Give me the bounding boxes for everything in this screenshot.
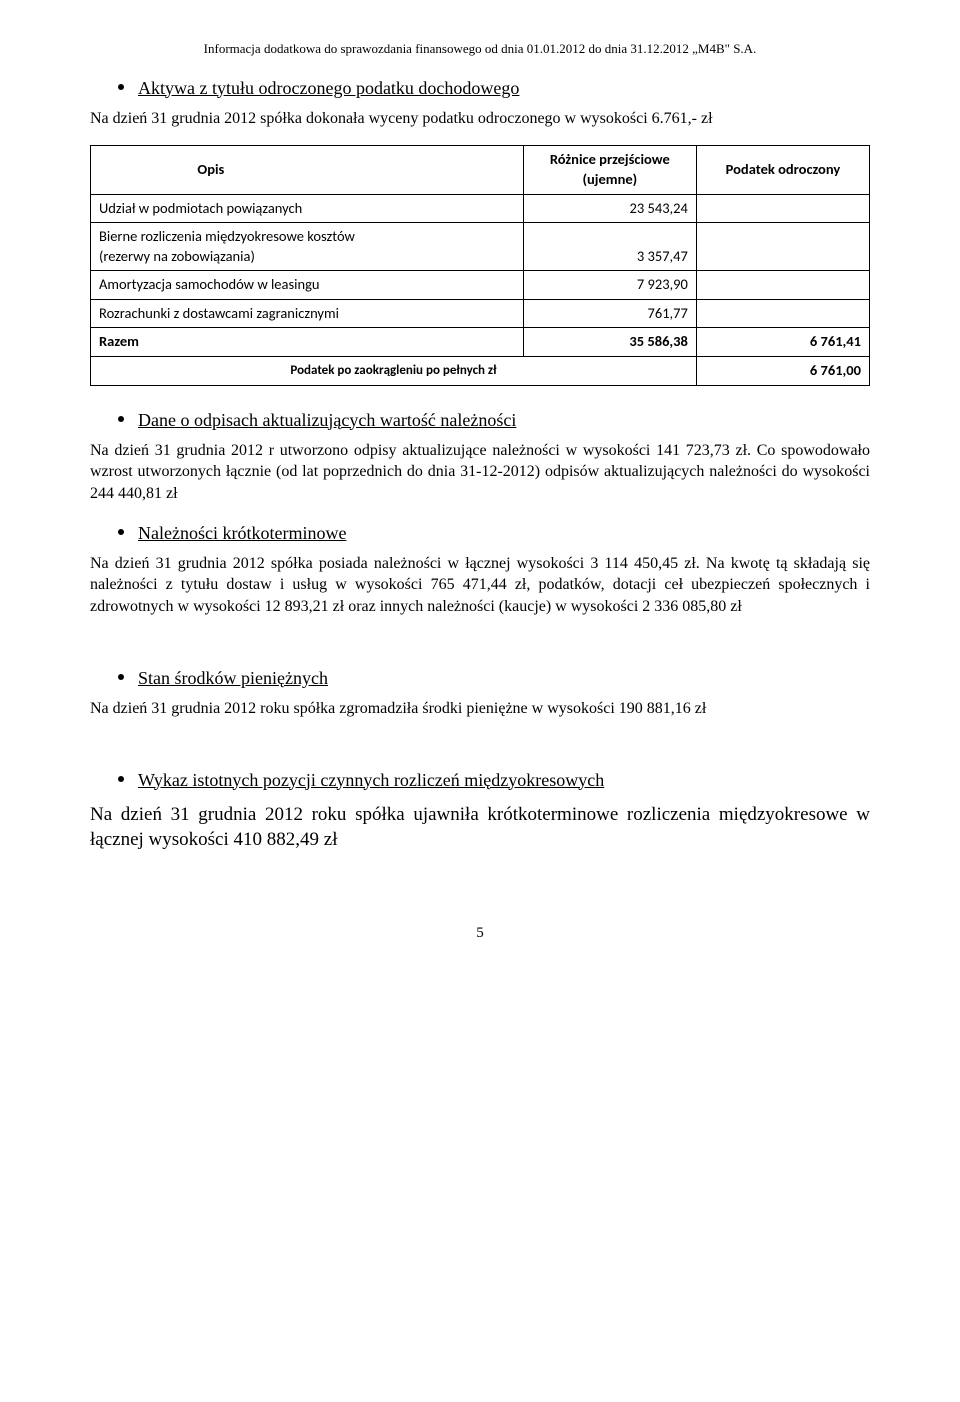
cell-opis-line2: (rezerwy na zobowiązania) — [99, 247, 255, 265]
table-row-razem: Razem 35 586,38 6 761,41 — [91, 328, 870, 357]
doc-header: Informacja dodatkowa do sprawozdania fin… — [90, 40, 870, 58]
cell-rozn: 3 357,47 — [523, 223, 696, 271]
deferred-tax-table: Opis Różnice przejściowe (ujemne) Podate… — [90, 145, 870, 385]
section-paragraph: Na dzień 31 grudnia 2012 roku spółka uja… — [90, 802, 870, 853]
cell-rozn: 35 586,38 — [523, 328, 696, 357]
col-header-rozn: Różnice przejściowe (ujemne) — [523, 146, 696, 194]
cell-opis-line1: Bierne rozliczenia międzyokresowe kosztó… — [99, 227, 355, 245]
section-title: Należności krótkoterminowe — [138, 521, 346, 545]
section-paragraph: Na dzień 31 grudnia 2012 spółka posiada … — [90, 553, 870, 618]
col-header-pod: Podatek odroczony — [696, 146, 869, 194]
table-row-footer: Podatek po zaokrągleniu po pełnych zł 6 … — [91, 356, 870, 385]
cell-opis: Amortyzacja samochodów w leasingu — [91, 271, 524, 300]
table-header-row: Opis Różnice przejściowe (ujemne) Podate… — [91, 146, 870, 194]
page-number: 5 — [90, 923, 870, 943]
cell-pod — [696, 299, 869, 328]
cell-rozn: 23 543,24 — [523, 194, 696, 223]
cell-opis: Razem — [91, 328, 524, 357]
bullet-icon — [118, 529, 124, 535]
section-title: Wykaz istotnych pozycji czynnych rozlicz… — [138, 768, 604, 792]
cell-opis: Bierne rozliczenia międzyokresowe kosztó… — [91, 223, 524, 271]
section-heading: Stan środków pieniężnych — [118, 666, 870, 690]
section-title: Dane o odpisach aktualizujących wartość … — [138, 408, 516, 432]
section-title: Aktywa z tytułu odroczonego podatku doch… — [138, 76, 519, 100]
table-row: Rozrachunki z dostawcami zagranicznymi 7… — [91, 299, 870, 328]
cell-pod — [696, 223, 869, 271]
cell-opis: Udział w podmiotach powiązanych — [91, 194, 524, 223]
section-heading: Dane o odpisach aktualizujących wartość … — [118, 408, 870, 432]
col-header-opis: Opis — [91, 146, 524, 194]
table-row: Amortyzacja samochodów w leasingu 7 923,… — [91, 271, 870, 300]
bullet-icon — [118, 674, 124, 680]
cell-pod: 6 761,41 — [696, 328, 869, 357]
cell-rozn: 761,77 — [523, 299, 696, 328]
cell-pod — [696, 194, 869, 223]
bullet-icon — [118, 776, 124, 782]
table-row: Udział w podmiotach powiązanych 23 543,2… — [91, 194, 870, 223]
section-heading: Należności krótkoterminowe — [118, 521, 870, 545]
section-title: Stan środków pieniężnych — [138, 666, 328, 690]
bullet-icon — [118, 84, 124, 90]
section-paragraph: Na dzień 31 grudnia 2012 spółka dokonała… — [90, 108, 870, 130]
section-paragraph: Na dzień 31 grudnia 2012 roku spółka zgr… — [90, 698, 870, 720]
section-heading: Wykaz istotnych pozycji czynnych rozlicz… — [118, 768, 870, 792]
bullet-icon — [118, 416, 124, 422]
section-heading: Aktywa z tytułu odroczonego podatku doch… — [118, 76, 870, 100]
cell-rozn: 7 923,90 — [523, 271, 696, 300]
cell-footer-value: 6 761,00 — [696, 356, 869, 385]
table-row: Bierne rozliczenia międzyokresowe kosztó… — [91, 223, 870, 271]
cell-pod — [696, 271, 869, 300]
section-paragraph: Na dzień 31 grudnia 2012 r utworzono odp… — [90, 440, 870, 505]
cell-footer-label: Podatek po zaokrągleniu po pełnych zł — [91, 356, 697, 385]
cell-opis: Rozrachunki z dostawcami zagranicznymi — [91, 299, 524, 328]
